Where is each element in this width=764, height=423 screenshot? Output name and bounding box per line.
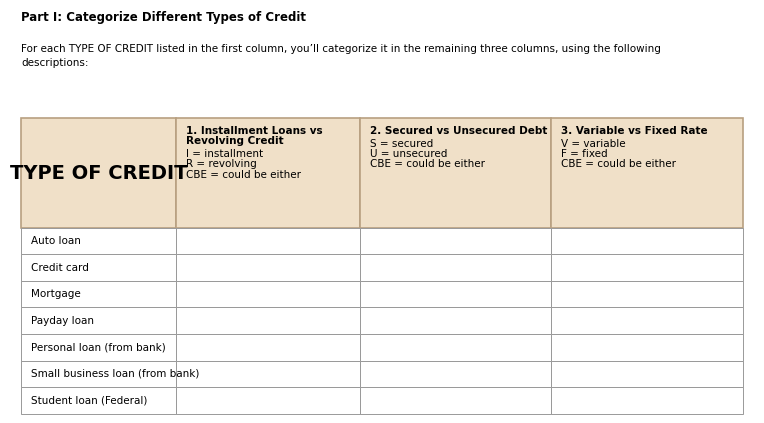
- Text: For each TYPE OF CREDIT listed in the first column, you’ll categorize it in the : For each TYPE OF CREDIT listed in the fi…: [21, 44, 662, 68]
- Bar: [361, 228, 552, 254]
- Bar: [361, 308, 552, 334]
- Bar: [552, 281, 743, 308]
- Bar: [552, 334, 743, 360]
- Bar: [21, 228, 176, 254]
- Bar: [176, 254, 361, 281]
- Bar: [21, 360, 176, 387]
- Bar: [176, 308, 361, 334]
- Bar: [176, 281, 361, 308]
- Bar: [176, 228, 361, 254]
- Bar: [21, 308, 176, 334]
- Bar: [21, 334, 176, 360]
- Text: 1. Installment Loans vs: 1. Installment Loans vs: [186, 126, 322, 136]
- Text: Payday loan: Payday loan: [31, 316, 93, 326]
- Text: Part I: Categorize Different Types of Credit: Part I: Categorize Different Types of Cr…: [21, 11, 306, 24]
- Bar: [552, 228, 743, 254]
- Bar: [21, 254, 176, 281]
- Bar: [176, 387, 361, 414]
- Bar: [21, 118, 176, 228]
- Text: Student loan (Federal): Student loan (Federal): [31, 396, 147, 405]
- Bar: [21, 387, 176, 414]
- Text: CBE = could be either: CBE = could be either: [186, 170, 300, 180]
- Text: Mortgage: Mortgage: [31, 289, 80, 299]
- Text: I = installment: I = installment: [186, 149, 263, 159]
- Text: Auto loan: Auto loan: [31, 236, 80, 246]
- Text: CBE = could be either: CBE = could be either: [561, 159, 675, 170]
- Text: S = secured: S = secured: [370, 139, 432, 149]
- Bar: [21, 281, 176, 308]
- Bar: [361, 118, 552, 228]
- Bar: [176, 334, 361, 360]
- Bar: [361, 360, 552, 387]
- Text: 3. Variable vs Fixed Rate: 3. Variable vs Fixed Rate: [561, 126, 707, 136]
- Text: Small business loan (from bank): Small business loan (from bank): [31, 369, 199, 379]
- Text: 2. Secured vs Unsecured Debt: 2. Secured vs Unsecured Debt: [370, 126, 547, 136]
- Bar: [361, 334, 552, 360]
- Bar: [176, 360, 361, 387]
- Bar: [552, 308, 743, 334]
- Text: CBE = could be either: CBE = could be either: [370, 159, 484, 170]
- Text: R = revolving: R = revolving: [186, 159, 257, 170]
- Bar: [361, 387, 552, 414]
- Bar: [552, 387, 743, 414]
- Text: TYPE OF CREDIT: TYPE OF CREDIT: [10, 164, 188, 183]
- Bar: [552, 360, 743, 387]
- Bar: [176, 118, 361, 228]
- Text: Credit card: Credit card: [31, 263, 89, 272]
- Bar: [552, 118, 743, 228]
- Text: F = fixed: F = fixed: [561, 149, 607, 159]
- Text: V = variable: V = variable: [561, 139, 625, 149]
- Bar: [361, 281, 552, 308]
- Text: Personal loan (from bank): Personal loan (from bank): [31, 342, 165, 352]
- Text: U = unsecured: U = unsecured: [370, 149, 447, 159]
- Text: Revolving Credit: Revolving Credit: [186, 136, 283, 146]
- Bar: [361, 254, 552, 281]
- Bar: [552, 254, 743, 281]
